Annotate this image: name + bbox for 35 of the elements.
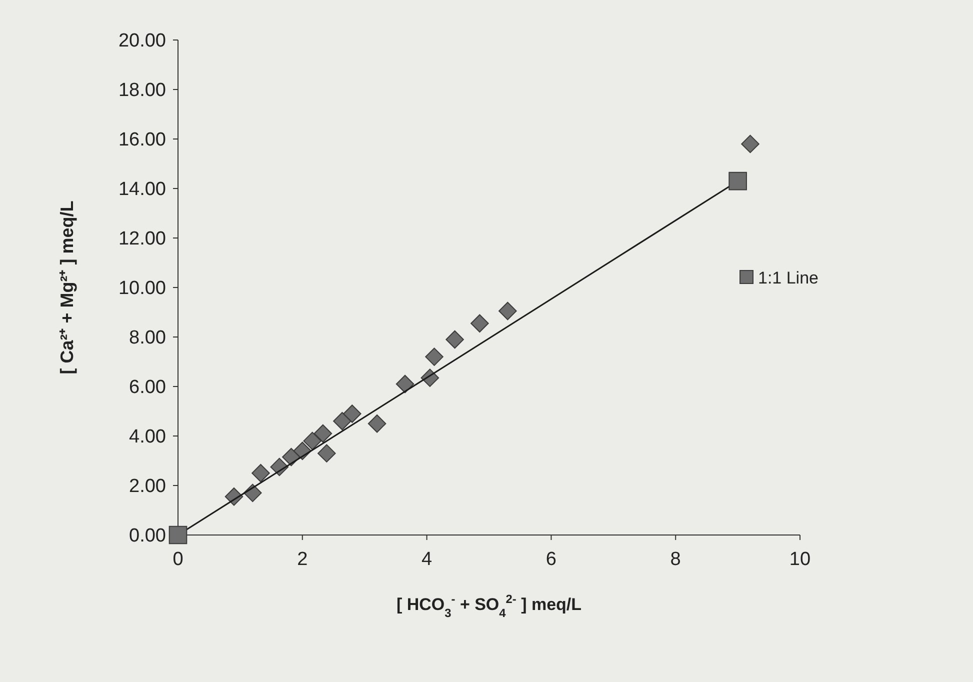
- point: [252, 464, 270, 482]
- point: [343, 404, 362, 423]
- y-tick-label: 16.00: [118, 130, 166, 151]
- x-tick-label: 2: [297, 549, 308, 570]
- point: [333, 412, 352, 430]
- point: [728, 172, 747, 190]
- point: [314, 424, 332, 443]
- y-tick-label: 8.00: [129, 328, 166, 349]
- x-tick-label: 4: [422, 549, 433, 570]
- y-tick-label: 0.00: [129, 526, 166, 547]
- y-tick-label: 2.00: [129, 476, 166, 498]
- x-tick-label: 6: [546, 549, 556, 570]
- y-tick-label: 6.00: [129, 377, 166, 398]
- point: [498, 302, 517, 320]
- point: [470, 314, 489, 333]
- point: [303, 432, 322, 450]
- point: [446, 330, 464, 349]
- x-axis-title: [ HCO$_{3}$$^{-}$ + SO$_{4}$$^{2-}$ ] meq/L: [396, 592, 582, 620]
- point: [318, 444, 336, 462]
- x-tick-label: 0: [172, 549, 184, 570]
- y-axis-title: [ Ca²⁺ + Mg²⁺ ] meq/L: [57, 200, 77, 374]
- y-tick-label: 4.00: [129, 426, 166, 448]
- y-tick-label: 12.00: [118, 228, 166, 250]
- legend-label: 1:1 Line: [758, 268, 818, 288]
- y-tick-label: 14.00: [118, 179, 166, 200]
- point: [741, 134, 760, 154]
- point: [425, 348, 444, 366]
- point: [168, 526, 188, 544]
- x-tick-label: 8: [670, 549, 681, 570]
- point: [396, 374, 414, 394]
- x-tick-label: 10: [789, 549, 811, 570]
- y-tick-label: 18.00: [118, 80, 166, 102]
- point: [368, 414, 386, 433]
- y-tick-label: 20.00: [118, 30, 166, 52]
- y-tick-label: 10.00: [118, 278, 166, 300]
